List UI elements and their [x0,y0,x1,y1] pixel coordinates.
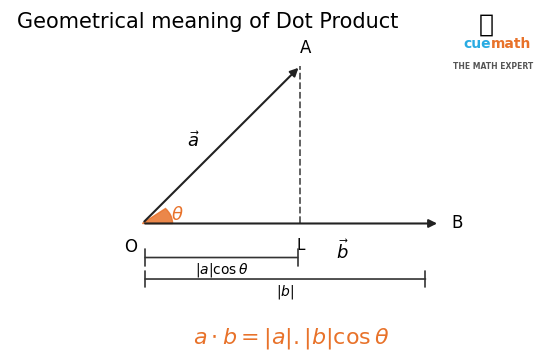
Wedge shape [143,209,173,223]
Text: B: B [451,214,463,232]
Text: Geometrical meaning of Dot Product: Geometrical meaning of Dot Product [17,12,398,32]
Text: O: O [124,238,137,256]
Text: $\vec{b}$: $\vec{b}$ [336,240,349,264]
Text: $|b|$: $|b|$ [276,283,294,301]
Text: $|a|\cos\theta$: $|a|\cos\theta$ [195,261,248,279]
Text: $\theta$: $\theta$ [171,205,183,223]
Text: L: L [296,238,305,253]
Text: $a \cdot b = |a|.|b| \cos \theta$: $a \cdot b = |a|.|b| \cos \theta$ [193,326,389,351]
Text: 🚀: 🚀 [479,12,494,36]
Text: cue: cue [463,37,491,51]
Text: $\vec{a}$: $\vec{a}$ [187,131,200,151]
Text: THE MATH EXPERT: THE MATH EXPERT [453,62,534,71]
Text: math: math [491,37,532,51]
Text: A: A [299,39,311,57]
